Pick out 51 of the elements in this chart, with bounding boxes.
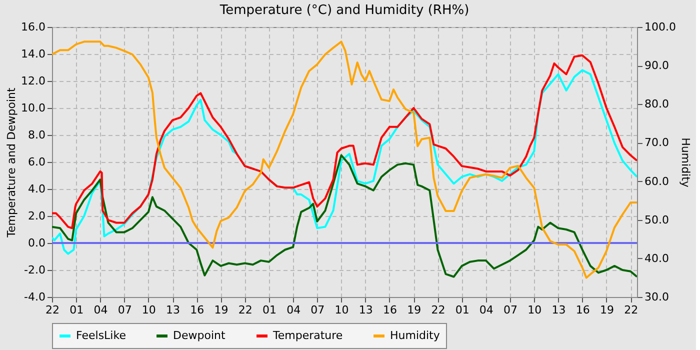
x-tick-label: 07 [310, 304, 325, 316]
y-tick-label: 12.0 [21, 74, 46, 88]
legend-label: Temperature [272, 329, 343, 342]
y2-tick-label: 40.0 [644, 252, 669, 265]
x-tick-label: 10 [334, 304, 349, 316]
x-tick-label: 07 [118, 304, 132, 316]
y-tick-label: 2.0 [28, 210, 46, 222]
x-tick-label: 22 [431, 304, 446, 316]
x-tick-label: 22 [624, 304, 638, 316]
y-tick-label: 10.0 [21, 102, 46, 114]
x-tick-label: 04 [479, 304, 494, 316]
x-tick-label: 22 [46, 304, 60, 316]
x-tick-label: 16 [383, 304, 397, 316]
y-tick-label: -4.0 [24, 290, 46, 304]
x-tick-label: 13 [358, 304, 373, 316]
x-tick-label: 04 [94, 304, 108, 316]
legend-label: Humidity [390, 329, 440, 342]
y2-tick-label: 60.0 [644, 174, 669, 188]
x-tick-label: 22 [238, 304, 252, 316]
y-tick-label: 14.0 [21, 48, 46, 60]
x-tick-label: 01 [262, 304, 276, 316]
y-tick-label: -2.0 [24, 264, 46, 276]
x-tick-label: 19 [407, 304, 422, 316]
x-tick-label: 01 [70, 304, 84, 316]
x-tick-label: 04 [286, 304, 301, 316]
y2-tick-label: 70.0 [644, 136, 669, 150]
x-tick-label: 13 [552, 304, 566, 316]
y-tick-label: 4.0 [28, 182, 46, 196]
y2-tick-label: 90.0 [644, 59, 669, 72]
x-tick-label: 01 [455, 304, 470, 316]
legend-label: Dewpoint [173, 329, 226, 342]
y2-axis-title: Humidity [678, 138, 692, 188]
x-tick-label: 16 [190, 304, 204, 316]
y-tick-label: 6.0 [28, 156, 46, 168]
y2-tick-label: 80.0 [644, 98, 669, 111]
y-tick-label: 8.0 [28, 128, 46, 142]
chart-title: Temperature (°C) and Humidity (RH%) [218, 3, 470, 18]
y-tick-label: 0.0 [28, 236, 46, 250]
x-tick-label: 19 [214, 304, 228, 316]
legend-label: FeelsLike [76, 329, 126, 342]
x-tick-label: 19 [600, 304, 614, 316]
x-tick-label: 07 [504, 304, 518, 316]
y-tick-label: 16.0 [21, 20, 46, 34]
y-axis-title: Temperature and Dewpoint [5, 86, 18, 238]
y2-tick-label: 100.0 [644, 20, 676, 34]
x-tick-label: 10 [142, 304, 156, 316]
y2-tick-label: 50.0 [644, 213, 669, 226]
x-tick-label: 10 [528, 304, 542, 316]
x-tick-label: 13 [166, 304, 180, 316]
x-tick-label: 16 [576, 304, 590, 316]
y2-tick-label: 30.0 [644, 290, 669, 304]
